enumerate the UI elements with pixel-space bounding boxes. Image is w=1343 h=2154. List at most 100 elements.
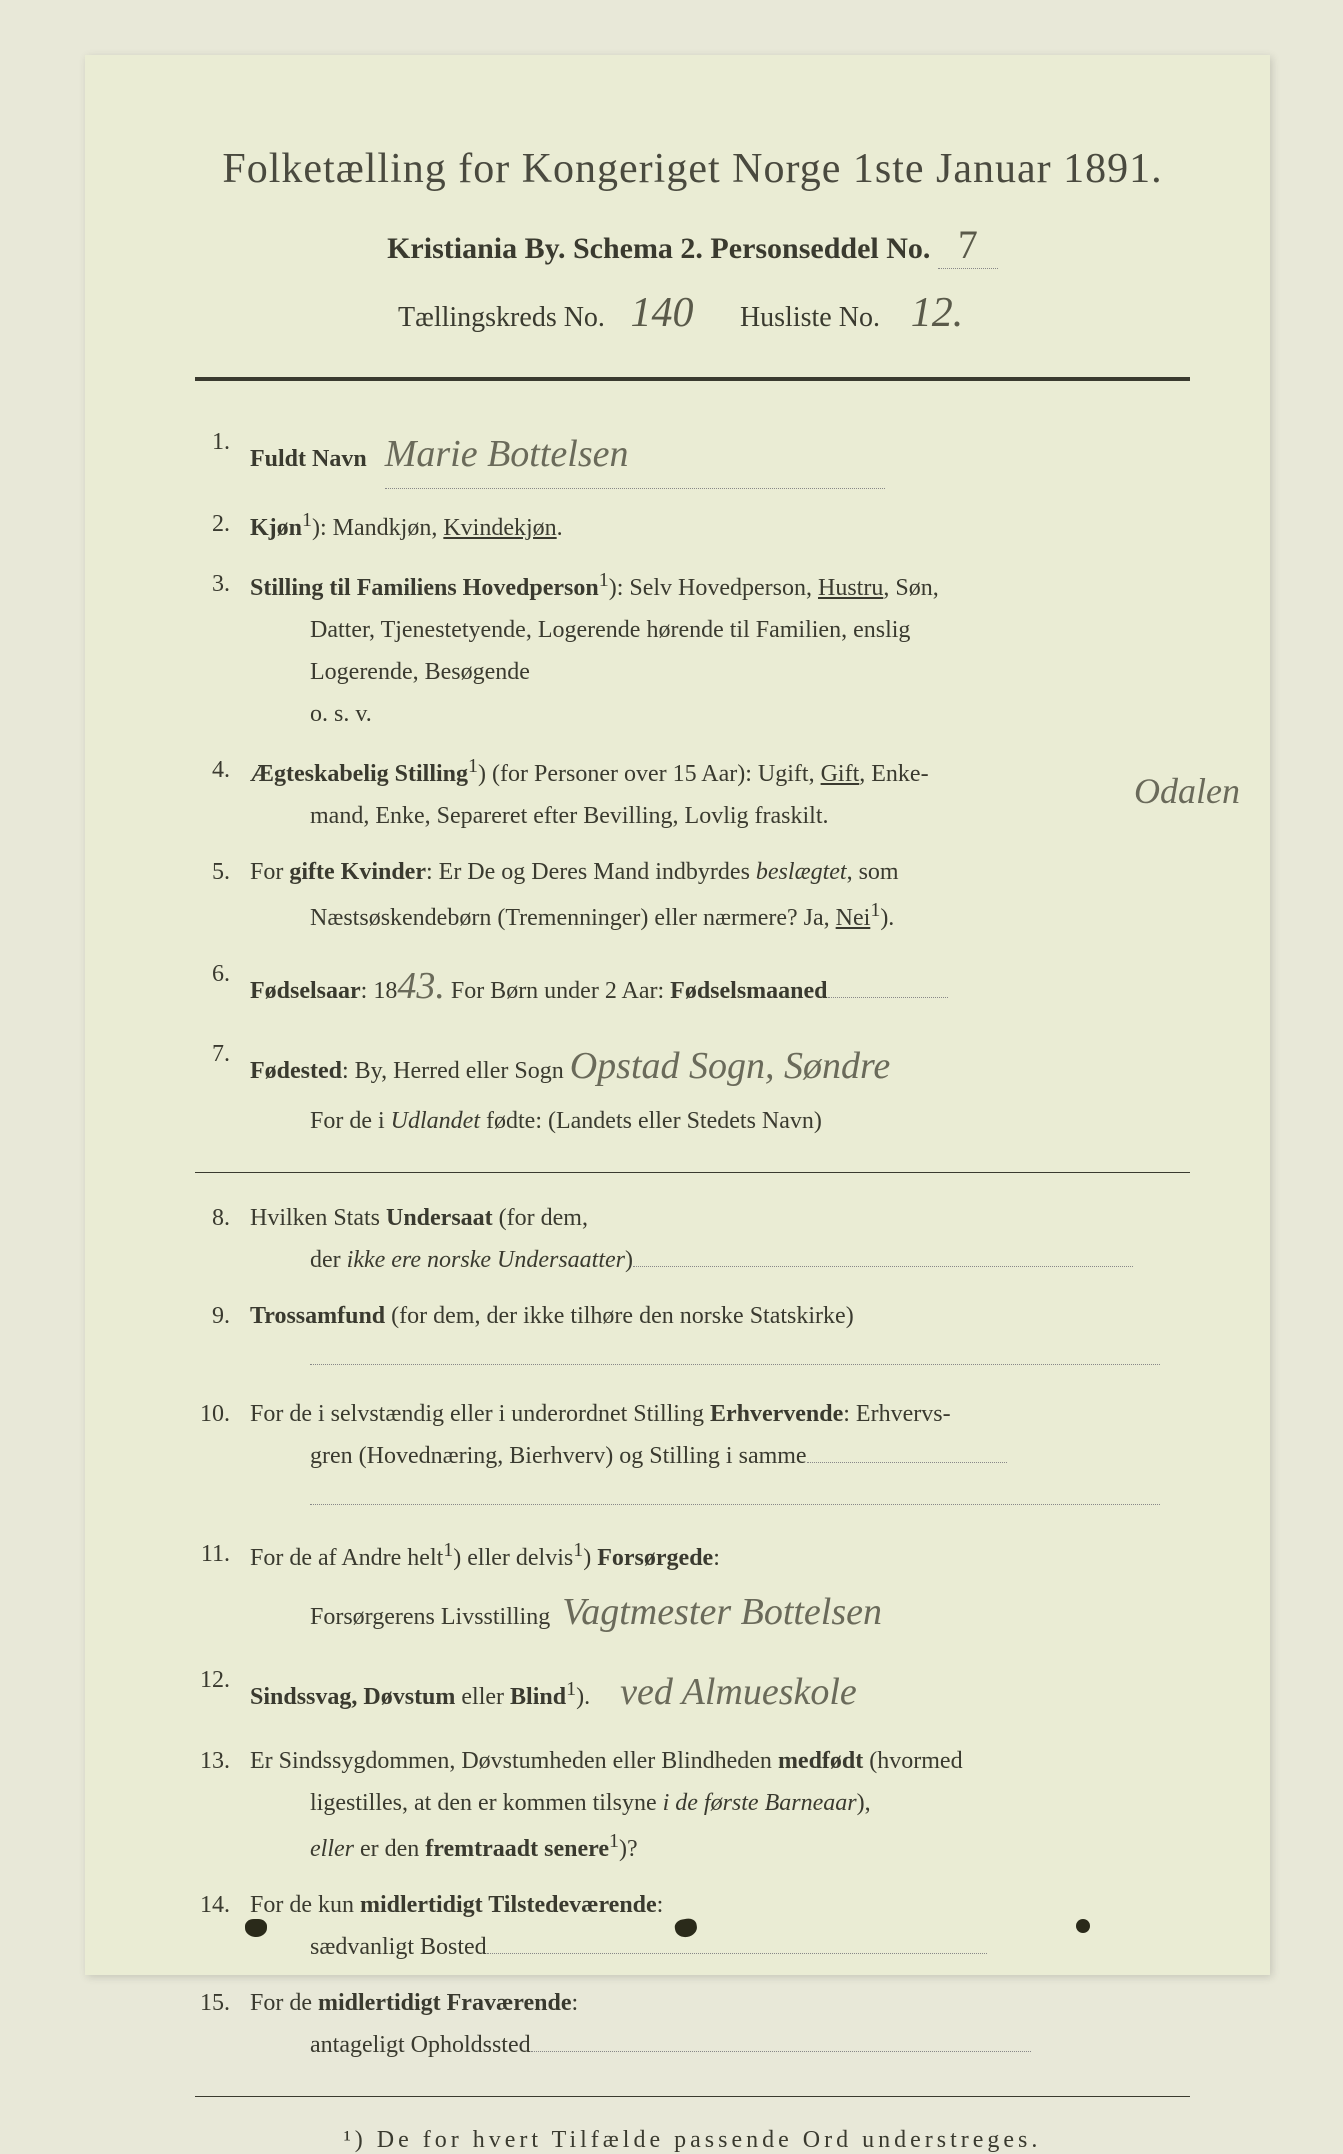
kreds-label: Tællingskreds No.	[398, 302, 605, 333]
sup: 1	[302, 509, 312, 531]
sup: 1	[573, 1539, 583, 1561]
t: : 18	[361, 978, 398, 1004]
religion-blank	[310, 1364, 1160, 1365]
t: :	[657, 1892, 664, 1918]
item-number: 9.	[195, 1295, 250, 1379]
relation-selected: Hustru	[818, 575, 883, 601]
t: (for dem,	[493, 1205, 588, 1231]
item-number: 7.	[195, 1033, 250, 1142]
t: ).	[880, 905, 894, 931]
divider-thin-2	[195, 2096, 1190, 2097]
t: For	[250, 859, 289, 885]
item-number: 10.	[195, 1393, 250, 1519]
birth-month-blank	[828, 997, 948, 998]
form-items-2: 8. Hvilken Stats Undersaat (for dem, der…	[195, 1197, 1190, 2066]
birthplace-margin-value: Odalen	[1134, 770, 1240, 812]
t: antageligt Opholdssted	[310, 2032, 531, 2058]
item-number: 2.	[195, 503, 250, 549]
husliste-label: Husliste No.	[740, 302, 880, 333]
form-subtitle: Kristiania By. Schema 2. Personseddel No…	[195, 221, 1190, 269]
subtitle-prefix: Kristiania By. Schema 2. Personseddel No…	[387, 232, 930, 265]
item-7-label: Fødested	[250, 1058, 342, 1084]
b: medfødt	[778, 1748, 863, 1774]
form-title: Folketælling for Kongeriget Norge 1ste J…	[195, 145, 1190, 193]
divider-thin	[195, 1172, 1190, 1173]
t: fødte: (Landets eller Stedets Navn)	[480, 1108, 822, 1134]
item-5: 5. For gifte Kvinder: Er De og Deres Man…	[195, 851, 1190, 939]
sex-selected: Kvindekjøn	[443, 515, 556, 541]
b: Blind	[510, 1684, 566, 1710]
t: , som	[847, 859, 899, 885]
t: For de	[250, 1990, 318, 2016]
i: eller	[310, 1836, 354, 1862]
item-number: 3.	[195, 563, 250, 735]
i: ikke ere norske Undersaatter	[347, 1247, 625, 1273]
kreds-no-value: 140	[612, 289, 712, 337]
t: ).	[576, 1684, 590, 1710]
provider-value: Vagtmester Bottelsen	[562, 1579, 882, 1646]
marital-selected: Gift	[821, 761, 860, 787]
divider-thick	[195, 377, 1190, 381]
binding-hole-icon	[1076, 1919, 1090, 1933]
item-3-label: Stilling til Familiens Hovedperson	[250, 575, 599, 601]
t: Datter, Tjenestetyende, Logerende hørend…	[250, 609, 1190, 651]
b: Erhvervende	[710, 1401, 843, 1427]
t: For Børn under 2 Aar:	[445, 978, 670, 1004]
occupation-blank-1	[807, 1462, 1007, 1463]
item-number: 13.	[195, 1740, 250, 1870]
t: )	[583, 1545, 597, 1571]
b: Forsørgede	[597, 1545, 713, 1571]
item-number: 8.	[195, 1197, 250, 1281]
husliste-no-value: 12.	[887, 289, 987, 337]
t: ): Mandkjøn,	[312, 515, 443, 541]
sup: 1	[443, 1539, 453, 1561]
item-number: 11.	[195, 1533, 250, 1646]
t: eller	[455, 1684, 510, 1710]
item-4-label: Ægteskabelig Stilling	[250, 761, 468, 787]
usual-residence-blank	[487, 1953, 987, 1954]
t: : Er De og Deres Mand indbyrdes	[426, 859, 756, 885]
item-11: 11. For de af Andre helt1) eller delvis1…	[195, 1533, 1190, 1646]
item-13: 13. Er Sindssygdommen, Døvstumheden elle…	[195, 1740, 1190, 1870]
t: Forsørgerens Livsstilling	[310, 1604, 550, 1630]
sup: 1	[468, 755, 478, 777]
b: midlertidigt Tilstedeværende	[360, 1892, 657, 1918]
t: Er Sindssygdommen, Døvstumheden eller Bl…	[250, 1748, 778, 1774]
birthplace-value: Opstad Sogn, Søndre	[570, 1033, 891, 1100]
t: ligestilles, at den er kommen tilsyne	[310, 1790, 663, 1816]
nationality-blank	[633, 1266, 1133, 1267]
item-12: 12. Sindssvag, Døvstum eller Blind1). ve…	[195, 1659, 1190, 1726]
item-2-label: Kjøn	[250, 515, 302, 541]
item-number: 5.	[195, 851, 250, 939]
form-items: 1. Fuldt Navn Marie Bottelsen 2. Kjøn1):…	[195, 421, 1190, 1142]
t: : By, Herred eller Sogn	[342, 1058, 564, 1084]
item-7: 7. Fødested: By, Herred eller Sogn Opsta…	[195, 1033, 1190, 1142]
item-2: 2. Kjøn1): Mandkjøn, Kvindekjøn.	[195, 503, 1190, 549]
t: , Søn,	[883, 575, 938, 601]
b: midlertidigt Fraværende	[318, 1990, 572, 2016]
item-number: 14.	[195, 1884, 250, 1968]
full-name-value: Marie Bottelsen	[385, 421, 885, 489]
t: For de af Andre helt	[250, 1545, 443, 1571]
personseddel-no-value: 7	[938, 221, 998, 269]
item-1: 1. Fuldt Navn Marie Bottelsen	[195, 421, 1190, 489]
item-number: 12.	[195, 1659, 250, 1726]
t: er den	[354, 1836, 425, 1862]
sup: 1	[599, 569, 609, 591]
t: Hvilken Stats	[250, 1205, 386, 1231]
i: Udlandet	[391, 1108, 480, 1134]
item-4: 4. Ægteskabelig Stilling1) (for Personer…	[195, 749, 1190, 837]
t: (for dem, der ikke tilhøre den norske St…	[385, 1303, 854, 1329]
b: Fødselsmaaned	[670, 978, 827, 1004]
item-3: 3. Stilling til Familiens Hovedperson1):…	[195, 563, 1190, 735]
t: (hvormed	[863, 1748, 962, 1774]
i: i de første Barneaar	[663, 1790, 857, 1816]
t: ): Selv Hovedperson,	[609, 575, 818, 601]
footnote: ¹) De for hvert Tilfælde passende Ord un…	[195, 2127, 1190, 2154]
item-8: 8. Hvilken Stats Undersaat (for dem, der…	[195, 1197, 1190, 1281]
sup: 1	[870, 899, 880, 921]
item-number: 4.	[195, 749, 250, 837]
item-number: 6.	[195, 953, 250, 1020]
t: sædvanligt Bosted	[310, 1934, 487, 1960]
t: )	[625, 1247, 633, 1273]
